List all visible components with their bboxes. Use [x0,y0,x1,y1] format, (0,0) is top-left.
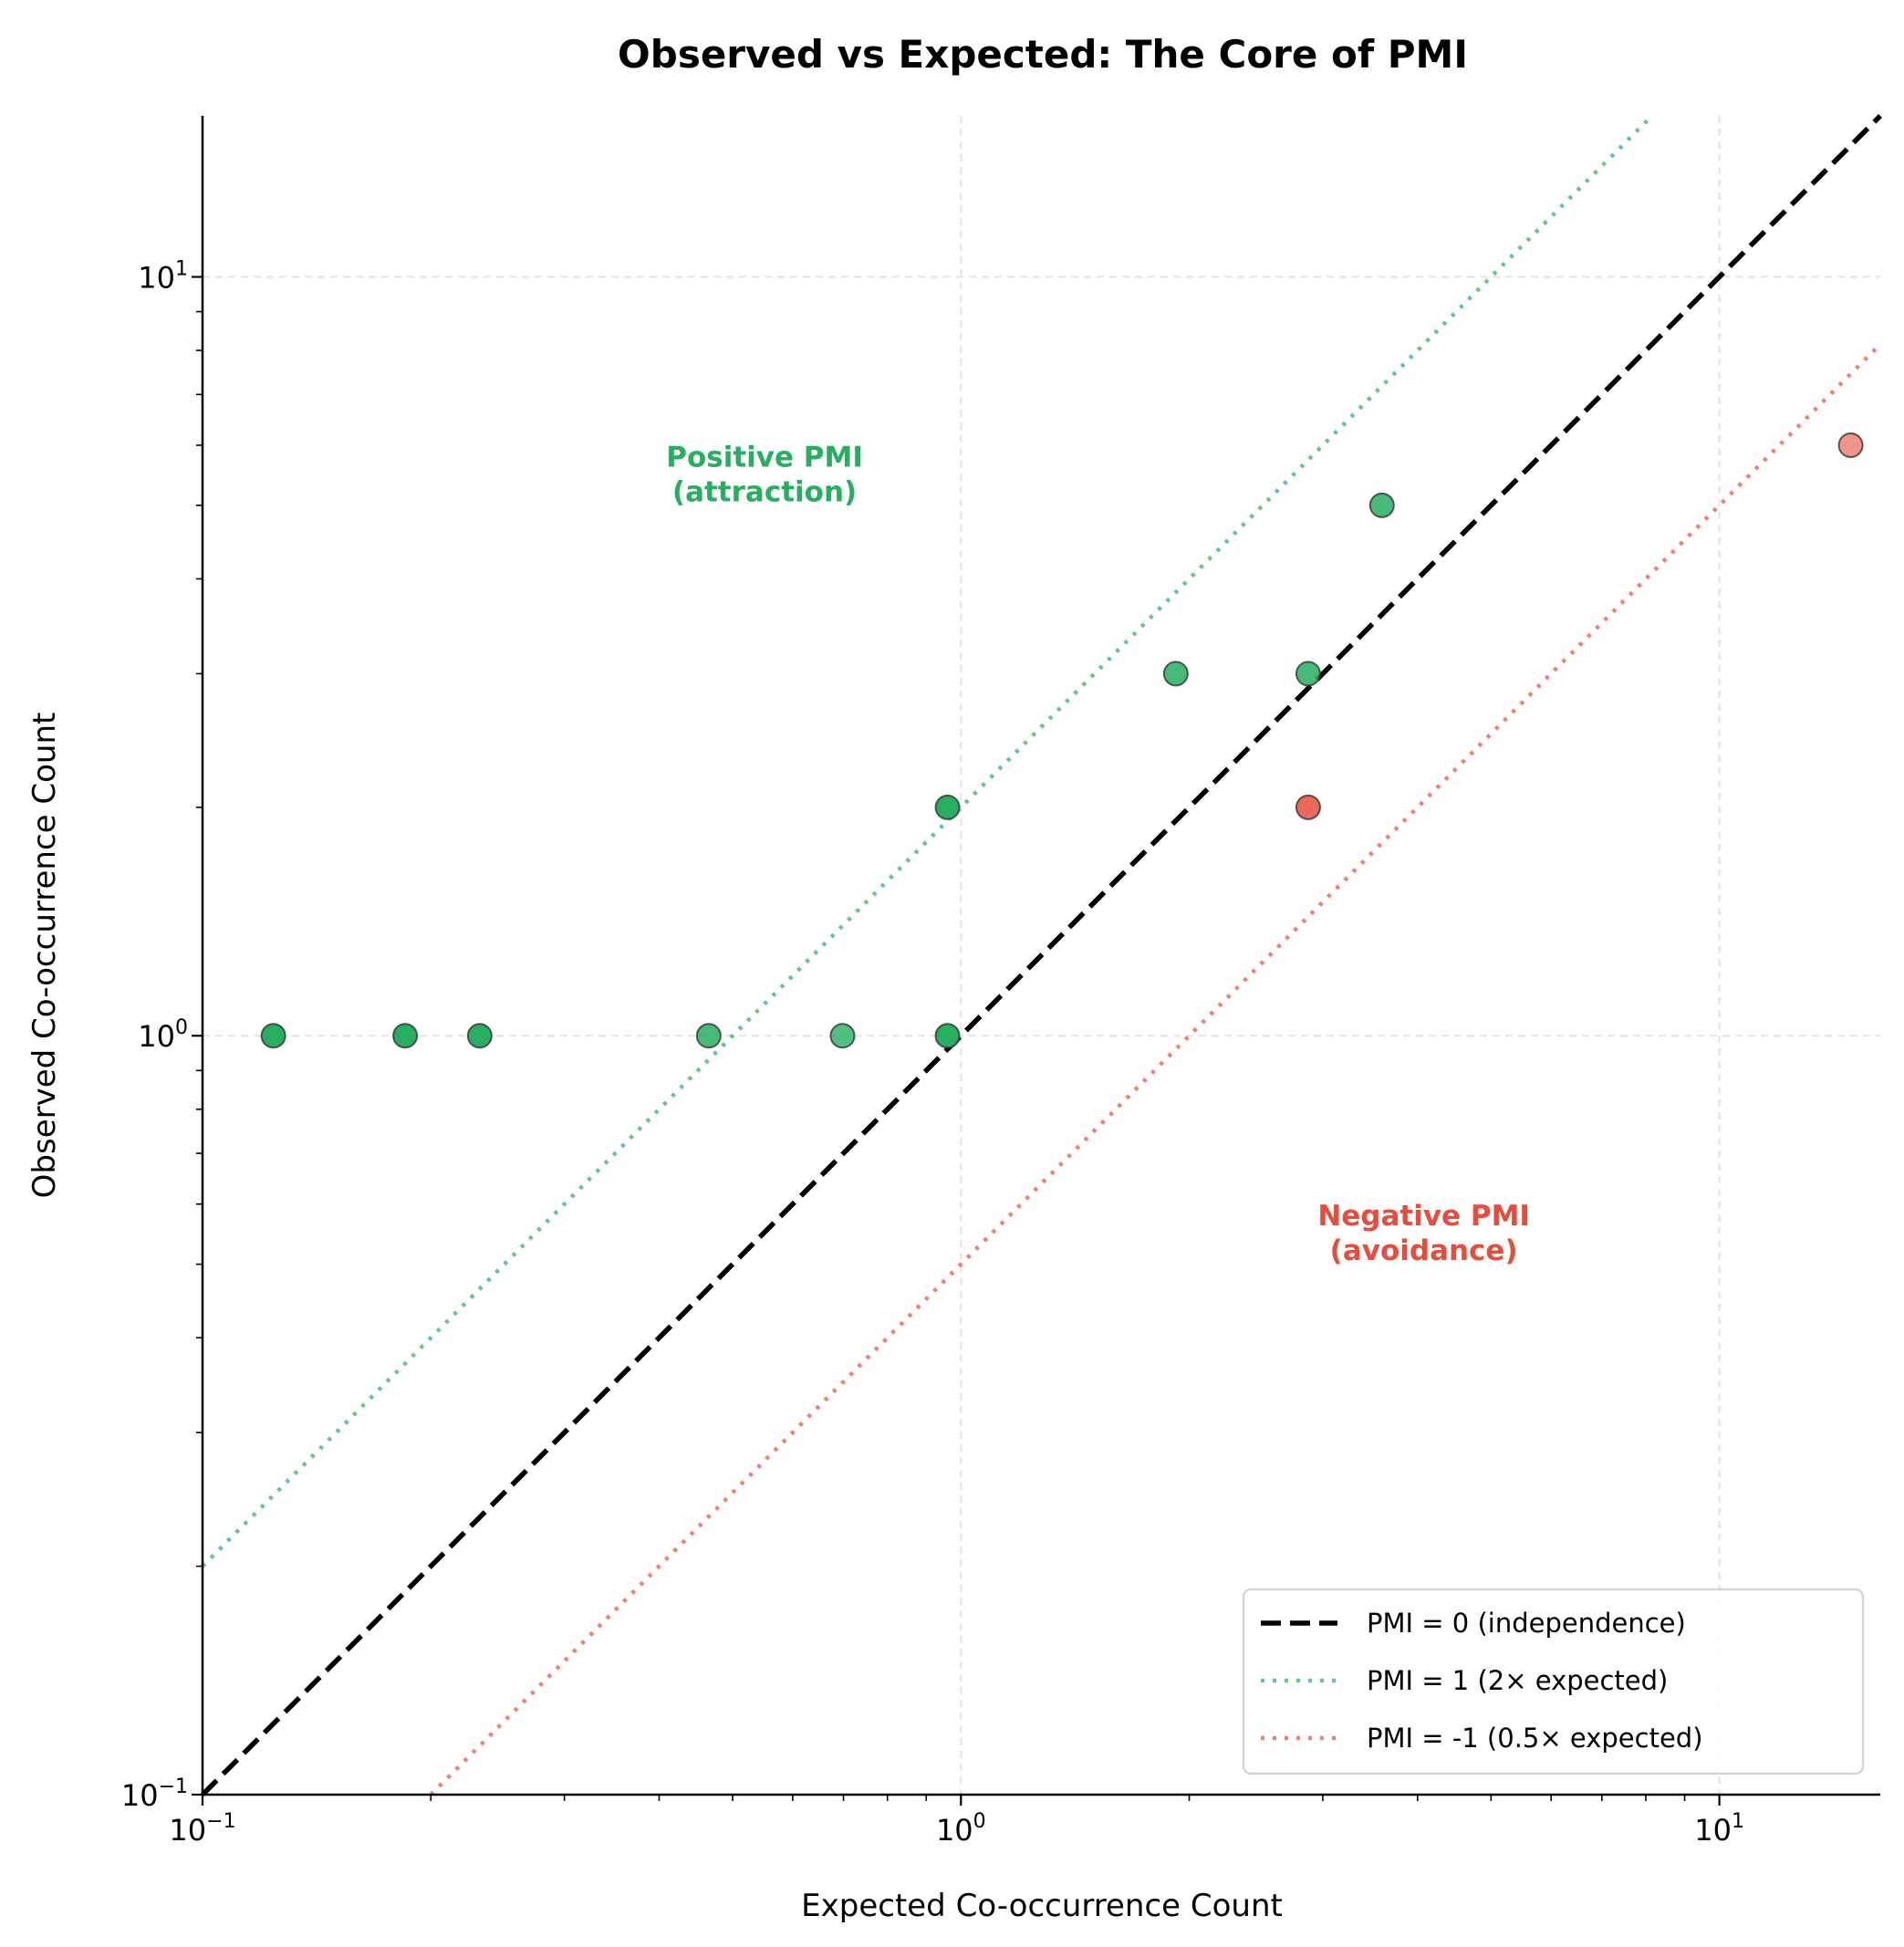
data-point [466,1023,493,1049]
tick-label: 100 [138,1016,188,1054]
tick-label: 101 [138,257,188,295]
legend: PMI = 0 (independence) PMI = 1 (2× expect… [1242,1588,1865,1775]
data-point [1295,794,1321,820]
legend-box [1242,1588,1865,1775]
legend-label: PMI = 0 (independence) [1367,1608,1686,1639]
y-axis-label: Observed Co-occurrence Count [26,713,63,1199]
data-point [392,1023,419,1049]
tick-label: 10−1 [121,1775,188,1813]
data-point [934,1023,961,1049]
data-point [695,1023,722,1049]
tick-label: 10−1 [169,1810,235,1848]
data-point [829,1023,856,1049]
annotation: Negative PMI (avoidance) [1317,1200,1530,1267]
reference-line [429,342,1882,1796]
legend-label: PMI = 1 (2× expected) [1367,1665,1668,1696]
chart-title: Observed vs Expected: The Core of PMI [618,32,1468,77]
reference-line [201,114,1882,1796]
data-point [260,1023,286,1049]
data-point [934,794,961,820]
tick-label: 100 [936,1810,986,1848]
data-points [260,432,1864,1049]
data-point [1837,432,1864,459]
annotation: Positive PMI (attraction) [666,441,863,508]
axes: 10−1 100 101 10−1 100 101 [121,116,1880,1848]
legend-label: PMI = -1 (0.5× expected) [1367,1723,1703,1754]
x-axis-label: Expected Co-occurrence Count [801,1888,1283,1924]
reference-line [201,114,1654,1568]
tick-label: 101 [1694,1810,1744,1848]
reference-lines [201,114,1882,1796]
annotations: Positive PMI (attraction) Negative PMI (avo… [666,441,1530,1267]
data-point [1162,661,1189,687]
data-point [1295,661,1321,687]
data-point [1368,492,1395,518]
